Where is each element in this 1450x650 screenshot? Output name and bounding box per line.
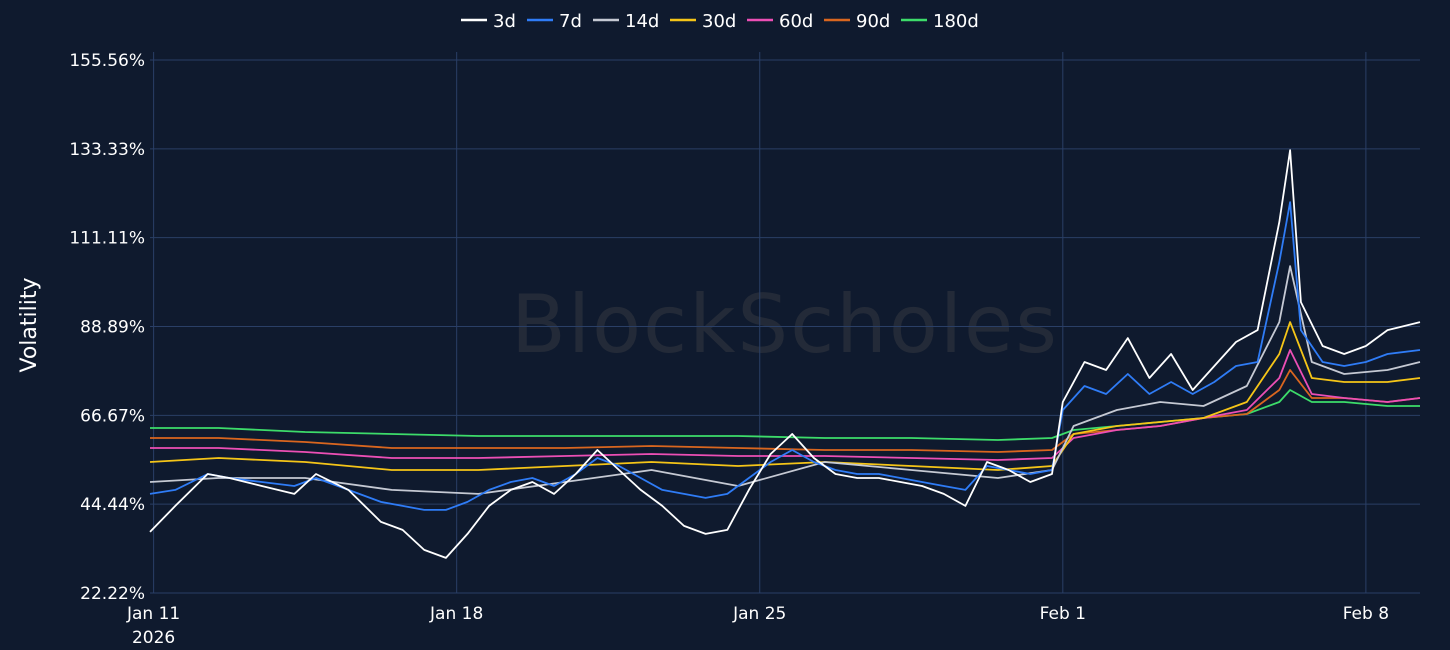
x-tick-label: Jan 25 — [732, 604, 786, 624]
y-tick-label: 88.89% — [80, 318, 145, 338]
legend-item-180d[interactable]: 180d — [901, 11, 979, 32]
series-line-90d — [150, 369, 1421, 453]
legend-item-7d[interactable]: 7d — [527, 11, 582, 32]
y-axis-title: Volatility — [17, 277, 42, 372]
y-axis-ticks: 22.22% 44.44% 66.67% 88.89% 111.11% 133.33% 15… — [69, 51, 145, 604]
x-tick-label: Feb 1 — [1040, 604, 1086, 624]
y-tick-label: 155.56% — [69, 51, 145, 71]
legend-item-3d[interactable]: 3d — [461, 11, 516, 32]
legend-label: 30d — [702, 11, 736, 32]
x-tick-label: Feb 8 — [1343, 604, 1389, 624]
legend-item-30d[interactable]: 30d — [670, 11, 736, 32]
series-lines — [149, 149, 1421, 559]
grid — [150, 52, 1420, 594]
legend-item-60d[interactable]: 60d — [747, 11, 813, 32]
y-tick-label: 111.11% — [69, 229, 145, 249]
legend-label: 90d — [856, 11, 890, 32]
y-tick-label: 44.44% — [80, 495, 145, 515]
watermark: BlockScholes — [511, 278, 1059, 371]
x-tick-sublabel: 2026 — [132, 628, 175, 648]
legend-label: 14d — [625, 11, 659, 32]
series-line-3d — [149, 149, 1421, 559]
legend-label: 60d — [779, 11, 813, 32]
legend[interactable]: 3d 7d 14d 30d 60d 90d 180d — [461, 11, 979, 32]
legend-item-90d[interactable]: 90d — [824, 11, 890, 32]
y-tick-label: 133.33% — [69, 140, 145, 160]
y-tick-label: 22.22% — [80, 584, 145, 604]
x-tick-label: Jan 11 — [126, 604, 180, 624]
x-tick-label: Jan 18 — [429, 604, 483, 624]
series-line-180d — [150, 389, 1420, 441]
legend-item-14d[interactable]: 14d — [593, 11, 659, 32]
y-tick-label: 66.67% — [80, 406, 145, 426]
legend-label: 7d — [559, 11, 582, 32]
series-line-60d — [150, 349, 1421, 461]
legend-label: 3d — [493, 11, 516, 32]
x-axis-ticks: Jan 11 2026 Jan 18 Jan 25 Feb 1 Feb 8 — [126, 604, 1389, 648]
legend-label: 180d — [933, 11, 979, 32]
